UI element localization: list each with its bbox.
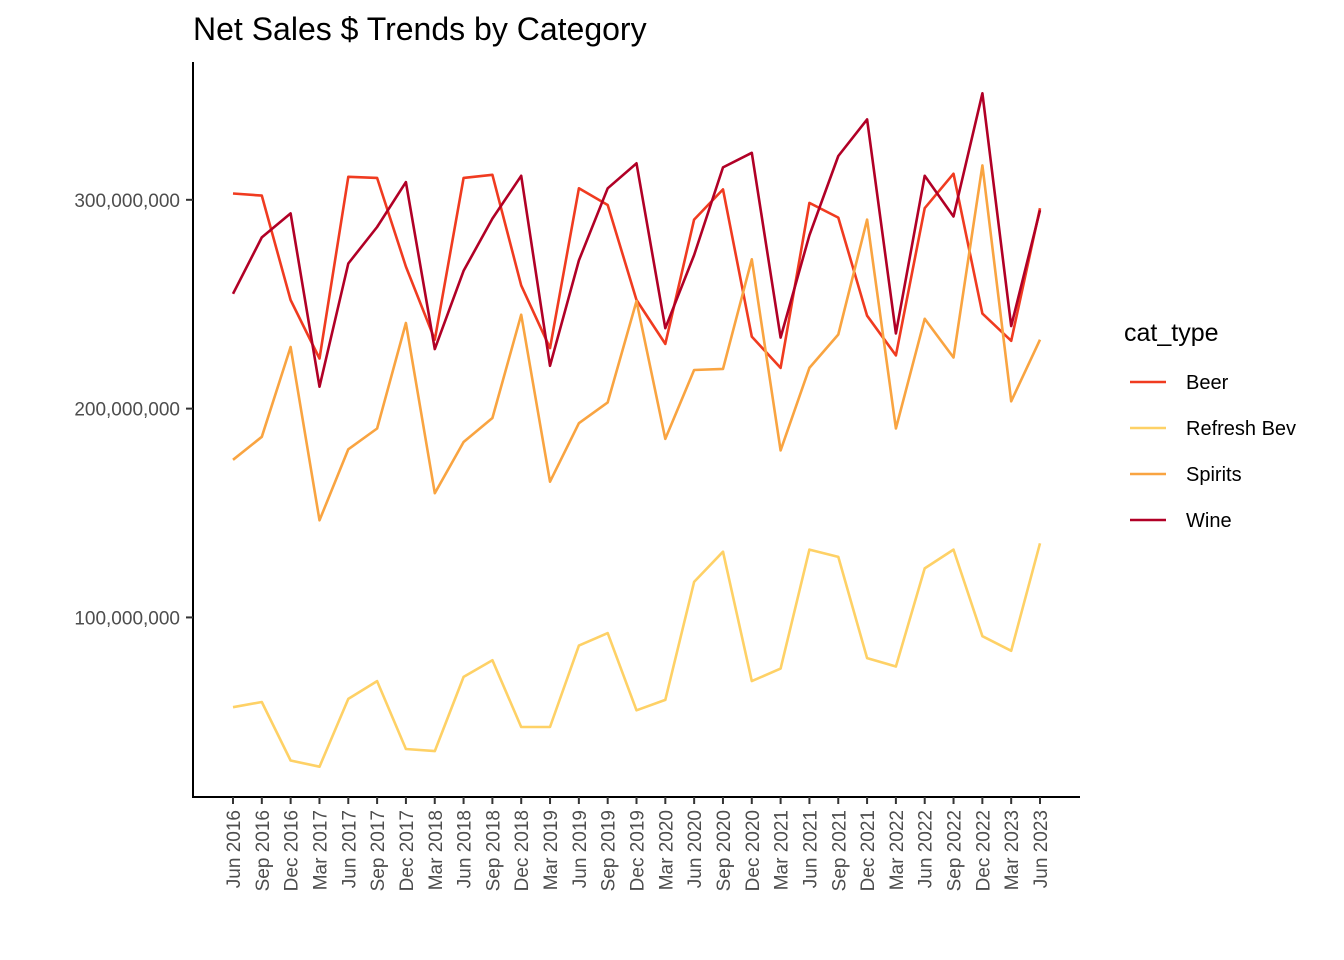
series-line-refresh-bev [232, 542, 1042, 769]
plot-area [231, 92, 1042, 769]
series-line-spirits [232, 164, 1042, 522]
x-tick-label: Jun 2018 [455, 810, 476, 888]
legend-label: Beer [1186, 372, 1229, 394]
x-tick-label: Dec 2018 [512, 810, 533, 891]
x-tick-label: Sep 2022 [945, 810, 966, 891]
x-tick-label: Mar 2022 [887, 810, 908, 890]
legend-label: Spirits [1186, 464, 1242, 486]
legend-label: Wine [1186, 510, 1232, 532]
x-tick-label: Jun 2021 [800, 810, 821, 888]
x-tick-label: Dec 2016 [282, 810, 303, 891]
x-tick-label: Jun 2022 [916, 810, 937, 888]
x-tick-label: Jun 2020 [685, 810, 706, 888]
legend-title: cat_type [1124, 319, 1219, 347]
x-tick-label: Dec 2017 [397, 810, 418, 891]
x-tick-label: Sep 2021 [829, 810, 850, 891]
chart-title: Net Sales $ Trends by Category [193, 11, 647, 47]
x-tick-label: Mar 2017 [310, 810, 331, 890]
y-axis: 100,000,000 200,000,000 300,000,000 [74, 191, 193, 629]
legend-label: Refresh Bev [1186, 418, 1296, 440]
x-tick-label: Mar 2018 [426, 810, 447, 890]
x-axis: Jun 2016 Sep 2016 Dec 2016 Mar 2017 Jun 2017… [224, 797, 1052, 891]
series-line-wine [231, 92, 1042, 389]
x-tick-label: Sep 2019 [599, 810, 620, 891]
x-tick-label: Sep 2016 [253, 810, 274, 891]
x-tick-label: Jun 2019 [570, 810, 591, 888]
x-tick-label: Mar 2020 [656, 810, 677, 890]
x-tick-label: Sep 2018 [483, 810, 504, 891]
x-tick-label: Jun 2016 [224, 810, 245, 888]
y-tick-label: 200,000,000 [74, 400, 180, 421]
x-tick-label: Mar 2023 [1002, 810, 1023, 890]
y-tick-label: 100,000,000 [74, 608, 180, 629]
x-tick-label: Dec 2020 [743, 810, 764, 891]
x-tick-label: Jun 2017 [339, 810, 360, 888]
legend: cat_type Beer Refresh Bev Spirits Wine [1124, 319, 1296, 532]
x-tick-label: Dec 2022 [973, 810, 994, 891]
y-tick-label: 300,000,000 [74, 191, 180, 212]
x-tick-label: Sep 2017 [368, 810, 389, 891]
x-tick-label: Dec 2019 [628, 810, 649, 891]
x-tick-label: Sep 2020 [714, 810, 735, 891]
x-tick-label: Mar 2021 [772, 810, 793, 890]
x-tick-label: Jun 2023 [1031, 810, 1052, 888]
x-tick-label: Dec 2021 [858, 810, 879, 891]
x-tick-label: Mar 2019 [541, 810, 562, 890]
